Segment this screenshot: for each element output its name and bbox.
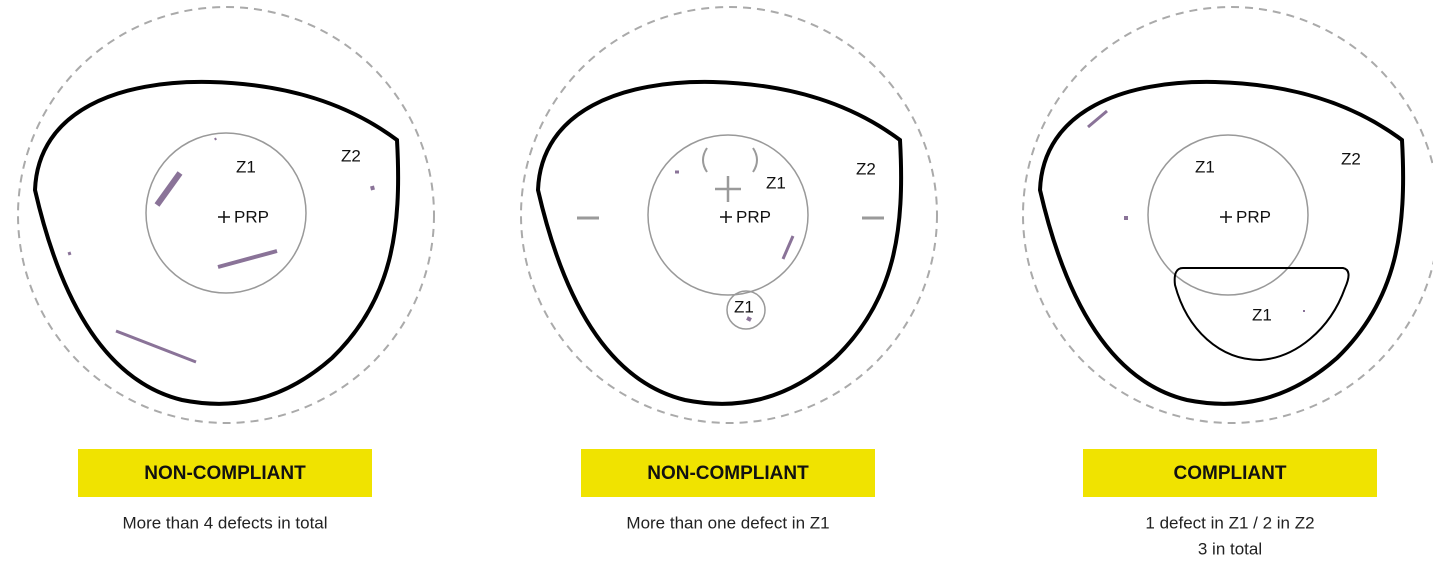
- outer-dashed-circle: [1022, 6, 1433, 424]
- defect: [67, 251, 72, 256]
- lens-outline: [535, 79, 904, 406]
- zone-label: Z2: [856, 159, 876, 178]
- defect: [214, 137, 217, 141]
- zone-label: Z2: [1341, 149, 1361, 168]
- description: 1 defect in Z1 / 2 in Z2: [1145, 513, 1314, 532]
- panel: PRP Z1 Z2 Z1 COMPLIANT 1 defect in Z1 / 2 in …: [1022, 6, 1433, 558]
- small-zone-circle: [726, 290, 766, 330]
- defect: [1087, 109, 1108, 129]
- description: More than 4 defects in total: [122, 513, 327, 532]
- zone-label: Z1: [766, 173, 786, 192]
- reference-label: PRP: [234, 207, 269, 226]
- status-badge: [1083, 449, 1377, 497]
- reference-label: PRP: [736, 207, 771, 226]
- zone-label: Z2: [341, 146, 361, 165]
- defect: [781, 235, 795, 260]
- zone-circle: [647, 134, 809, 296]
- outer-dashed-circle: [520, 6, 938, 424]
- lens-outline: [32, 79, 401, 406]
- zone-label: Z1: [1195, 157, 1215, 176]
- zone-label: Z1: [734, 297, 754, 316]
- defect: [370, 185, 375, 191]
- panel: PRP Z1 Z2 NON-COMPLIANT More than 4 defects …: [17, 6, 435, 532]
- zone-half-moon: [1173, 267, 1350, 362]
- panel: PRP Z1 Z2 Z1 NON-COMPLIANT More than one defe…: [520, 6, 938, 532]
- status-badge: [581, 449, 875, 497]
- status-badge: [78, 449, 372, 497]
- status-text: NON-COMPLIANT: [144, 463, 306, 484]
- defect: [154, 171, 183, 207]
- status-text: COMPLIANT: [1174, 463, 1287, 484]
- mark-paren-right: [752, 147, 758, 173]
- zone-circle: [145, 132, 307, 294]
- prp-cross: [218, 211, 230, 223]
- reference-label: PRP: [1236, 207, 1271, 226]
- description: 3 in total: [1198, 539, 1262, 558]
- defect: [115, 329, 197, 364]
- outer-dashed-circle: [17, 6, 435, 424]
- defect: [746, 316, 752, 322]
- lens-outline: [1037, 79, 1406, 406]
- zone-label: Z1: [1252, 305, 1272, 324]
- mark-paren-left: [702, 147, 708, 173]
- zone-label: Z1: [236, 157, 256, 176]
- description: More than one defect in Z1: [626, 513, 829, 532]
- prp-cross: [1220, 211, 1232, 223]
- mark-cross: [715, 176, 741, 202]
- status-text: NON-COMPLIANT: [647, 463, 809, 484]
- defect: [217, 249, 278, 269]
- zone-circle: [1147, 134, 1309, 296]
- prp-cross: [720, 211, 732, 223]
